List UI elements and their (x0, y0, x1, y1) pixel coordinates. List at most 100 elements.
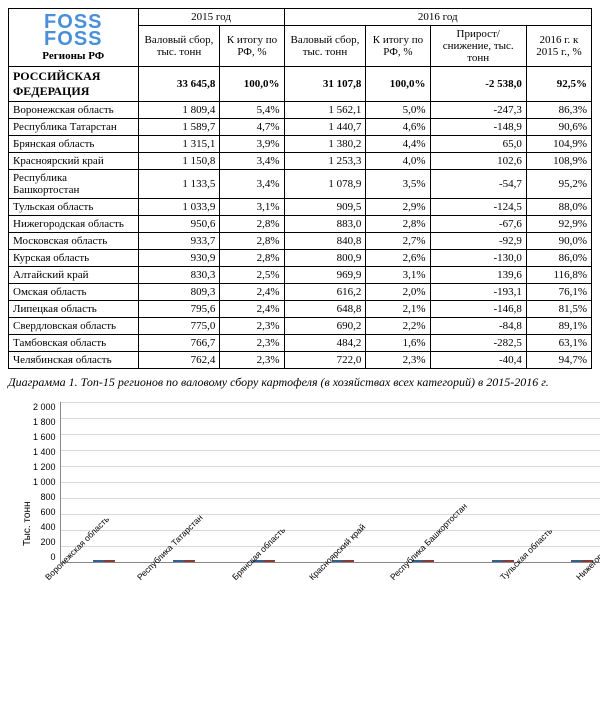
cell-name: Курская область (9, 250, 139, 267)
cell-p2015: 3,4% (220, 170, 284, 199)
chart-ylabel: Тыс. тонн (18, 402, 33, 645)
table-row: Свердловская область775,02,3%690,22,2%-8… (9, 318, 592, 335)
cell-delta: -2 538,0 (430, 67, 526, 102)
cell-p2015: 4,7% (220, 119, 284, 136)
ytick: 0 (33, 552, 56, 562)
cell-g2016: 1 253,3 (284, 153, 366, 170)
gridline (61, 434, 600, 435)
cell-g2016: 616,2 (284, 284, 366, 301)
cell-p2016: 2,2% (366, 318, 430, 335)
col-gross-2016: Валовый сбор, тыс. тонн (284, 26, 366, 67)
cell-g2016: 1 078,9 (284, 170, 366, 199)
gridline (61, 546, 600, 547)
data-table: FOSS FOSS Регионы РФ 2015 год 2016 год В… (8, 8, 592, 369)
cell-g2015: 830,3 (138, 267, 220, 284)
cell-ratio: 90,6% (526, 119, 591, 136)
cell-p2016: 4,4% (366, 136, 430, 153)
cell-ratio: 90,0% (526, 233, 591, 250)
table-row: Алтайский край830,32,5%969,93,1%139,6116… (9, 267, 592, 284)
cell-p2015: 3,1% (220, 199, 284, 216)
cell-g2015: 933,7 (138, 233, 220, 250)
cell-g2015: 1 315,1 (138, 136, 220, 153)
cell-p2016: 2,7% (366, 233, 430, 250)
cell-ratio: 92,5% (526, 67, 591, 102)
header-2016: 2016 год (284, 9, 591, 26)
cell-name: Алтайский край (9, 267, 139, 284)
cell-g2016: 1 440,7 (284, 119, 366, 136)
table-row: Московская область933,72,8%840,82,7%-92,… (9, 233, 592, 250)
col-gross-2015: Валовый сбор, тыс. тонн (138, 26, 220, 67)
cell-name: Челябинская область (9, 352, 139, 369)
cell-ratio: 86,3% (526, 102, 591, 119)
cell-name: Красноярский край (9, 153, 139, 170)
table-row: Воронежская область1 809,45,4%1 562,15,0… (9, 102, 592, 119)
table-row: Челябинская область762,42,3%722,02,3%-40… (9, 352, 592, 369)
cell-g2015: 795,6 (138, 301, 220, 318)
cell-delta: -67,6 (430, 216, 526, 233)
table-row: Республика Татарстан1 589,74,7%1 440,74,… (9, 119, 592, 136)
col-delta: Прирост/ снижение, тыс. тонн (430, 26, 526, 67)
gridline (61, 482, 600, 483)
chart-plot (60, 402, 600, 563)
cell-g2015: 33 645,8 (138, 67, 220, 102)
cell-p2015: 2,5% (220, 267, 284, 284)
cell-p2015: 2,3% (220, 352, 284, 369)
cell-delta: -148,9 (430, 119, 526, 136)
table-row: Курская область930,92,8%800,92,6%-130,08… (9, 250, 592, 267)
cell-delta: -84,8 (430, 318, 526, 335)
cell-g2015: 1 133,5 (138, 170, 220, 199)
gridline (61, 466, 600, 467)
cell-ratio: 76,1% (526, 284, 591, 301)
cell-ratio: 92,9% (526, 216, 591, 233)
cell-name: Нижегородская область (9, 216, 139, 233)
cell-p2016: 2,8% (366, 216, 430, 233)
cell-p2016: 2,3% (366, 352, 430, 369)
table-row: РОССИЙСКАЯ ФЕДЕРАЦИЯ33 645,8100,0%31 107… (9, 67, 592, 102)
table-row: Омская область809,32,4%616,22,0%-193,176… (9, 284, 592, 301)
cell-p2016: 2,9% (366, 199, 430, 216)
gridline (61, 530, 600, 531)
cell-g2016: 969,9 (284, 267, 366, 284)
header-2015: 2015 год (138, 9, 284, 26)
cell-p2016: 4,6% (366, 119, 430, 136)
cell-delta: -54,7 (430, 170, 526, 199)
cell-name: Тульская область (9, 199, 139, 216)
chart-yaxis: 2 0001 8001 6001 4001 2001 0008006004002… (33, 402, 60, 562)
cell-ratio: 86,0% (526, 250, 591, 267)
cell-ratio: 89,1% (526, 318, 591, 335)
cell-p2015: 3,4% (220, 153, 284, 170)
cell-g2015: 775,0 (138, 318, 220, 335)
gridline (61, 514, 600, 515)
cell-delta: 65,0 (430, 136, 526, 153)
cell-delta: -124,5 (430, 199, 526, 216)
cell-p2016: 2,1% (366, 301, 430, 318)
cell-p2016: 5,0% (366, 102, 430, 119)
cell-g2016: 800,9 (284, 250, 366, 267)
table-row: Тамбовская область766,72,3%484,21,6%-282… (9, 335, 592, 352)
ytick: 800 (33, 492, 56, 502)
cell-g2015: 766,7 (138, 335, 220, 352)
table-row: Нижегородская область950,62,8%883,02,8%-… (9, 216, 592, 233)
cell-g2015: 1 150,8 (138, 153, 220, 170)
logo-cell: FOSS FOSS Регионы РФ (9, 9, 139, 67)
ytick: 400 (33, 522, 56, 532)
ytick: 1 600 (33, 432, 56, 442)
cell-p2015: 2,3% (220, 335, 284, 352)
cell-g2016: 883,0 (284, 216, 366, 233)
cell-delta: -130,0 (430, 250, 526, 267)
cell-p2015: 3,9% (220, 136, 284, 153)
cell-p2016: 1,6% (366, 335, 430, 352)
cell-ratio: 94,7% (526, 352, 591, 369)
regions-label: Регионы РФ (13, 50, 134, 62)
cell-ratio: 63,1% (526, 335, 591, 352)
cell-p2015: 2,8% (220, 250, 284, 267)
cell-delta: -193,1 (430, 284, 526, 301)
col-pct-2016: К итогу по РФ, % (366, 26, 430, 67)
cell-delta: -247,3 (430, 102, 526, 119)
table-row: Тульская область1 033,93,1%909,52,9%-124… (9, 199, 592, 216)
cell-p2015: 2,8% (220, 216, 284, 233)
cell-name: РОССИЙСКАЯ ФЕДЕРАЦИЯ (9, 67, 139, 102)
cell-g2016: 484,2 (284, 335, 366, 352)
cell-ratio: 88,0% (526, 199, 591, 216)
cell-ratio: 108,9% (526, 153, 591, 170)
